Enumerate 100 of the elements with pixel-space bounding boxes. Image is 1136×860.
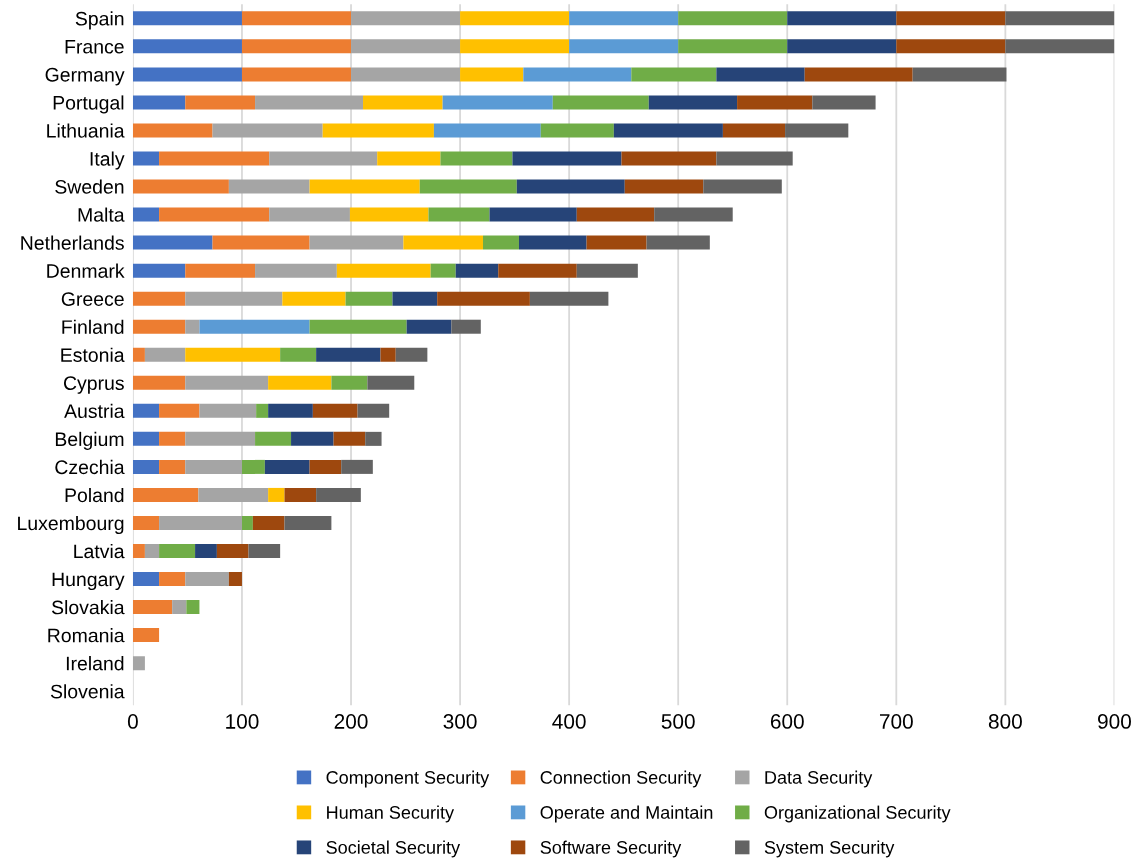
bar: [678, 11, 788, 26]
bar: [159, 151, 270, 166]
bar: [255, 431, 292, 446]
bar: [440, 151, 513, 166]
bar: [132, 67, 242, 82]
bar: [351, 67, 461, 82]
y-tick-label: Luxembourg: [18, 515, 124, 535]
bar: [282, 291, 346, 306]
legend-label: Organizational Security: [764, 805, 951, 823]
bar: [159, 403, 200, 418]
bar: [159, 515, 242, 530]
bar: [228, 179, 310, 194]
bar: [716, 151, 793, 166]
y-tick-label: Germany: [45, 67, 125, 86]
bar: [132, 319, 186, 334]
y-tick-label: Slovakia: [51, 600, 125, 615]
bar: [268, 403, 313, 418]
x-tick-label: 500: [661, 714, 695, 729]
bar: [380, 347, 396, 362]
bar: [787, 39, 897, 54]
bar: [322, 123, 434, 138]
bar: [241, 67, 352, 82]
y-tick-label: Sweden: [55, 179, 124, 194]
bar: [132, 263, 186, 278]
bar: [132, 375, 186, 390]
bar: [228, 572, 242, 587]
bar: [316, 487, 361, 502]
y-tick-label: Slovenia: [50, 684, 125, 699]
bar: [569, 11, 679, 26]
y-tick-label: Cyprus: [63, 376, 124, 394]
bar: [552, 95, 649, 110]
bar: [498, 263, 577, 278]
bar: [241, 459, 265, 474]
x-tick-label: 400: [552, 714, 586, 729]
y-tick-label: Estonia: [61, 347, 125, 362]
legend-label: System Security: [764, 840, 895, 858]
bar: [912, 67, 1007, 82]
bar: [256, 403, 269, 418]
bar: [460, 11, 570, 26]
bar: [1005, 11, 1115, 26]
bar: [419, 179, 517, 194]
bar: [451, 319, 481, 334]
bar: [269, 207, 350, 222]
bar: [172, 600, 187, 615]
bar: [336, 263, 431, 278]
bar: [185, 347, 281, 362]
y-tick-label: Poland: [65, 487, 124, 503]
bar: [363, 95, 443, 110]
y-tick-label: Romania: [48, 628, 125, 643]
bar: [455, 263, 499, 278]
y-tick-label: Denmark: [47, 263, 125, 278]
bar: [132, 431, 160, 446]
bar: [896, 11, 1006, 26]
y-tick-label: Lithuania: [47, 123, 125, 138]
y-tick-label: Belgium: [55, 431, 124, 450]
bar: [185, 431, 256, 446]
bar: [241, 515, 253, 530]
x-tick-label: 700: [879, 714, 913, 729]
bar: [199, 403, 257, 418]
bar: [195, 543, 217, 559]
bar: [255, 95, 364, 110]
bar: [132, 656, 145, 671]
bar: [646, 235, 710, 250]
bar: [654, 207, 733, 222]
bar: [309, 235, 404, 250]
bar: [268, 375, 332, 390]
y-tick-label: Netherlands: [21, 235, 124, 250]
x-tick-label: 100: [226, 714, 259, 729]
bar: [403, 235, 483, 250]
bar: [186, 600, 200, 615]
bar: [365, 431, 382, 446]
legend-label: Data Security: [765, 770, 873, 788]
bar: [132, 487, 199, 502]
bar: [132, 123, 213, 138]
bar: [144, 347, 186, 362]
bar: [345, 291, 393, 306]
bar: [241, 39, 352, 54]
y-tick-label: Portugal: [53, 95, 124, 114]
bar: [576, 207, 655, 222]
bar: [333, 431, 366, 446]
bar: [460, 39, 570, 54]
y-tick-label: Greece: [61, 292, 124, 306]
bar: [241, 11, 352, 26]
bar: [357, 403, 390, 418]
bar: [516, 179, 625, 194]
y-tick-label: Malta: [78, 207, 125, 222]
x-tick-label: 900: [1098, 714, 1131, 729]
bar: [523, 67, 632, 82]
bar: [367, 375, 415, 390]
bar: [132, 543, 145, 559]
bar: [269, 151, 378, 166]
legend-label: Connection Security: [540, 770, 702, 788]
legend-label: Component Security: [326, 770, 490, 788]
bar: [569, 39, 679, 54]
bar: [132, 207, 160, 222]
x-tick-label: 200: [334, 714, 368, 729]
bar: [631, 67, 717, 82]
bar: [248, 543, 281, 559]
bar: [132, 515, 160, 530]
bar: [518, 235, 587, 250]
